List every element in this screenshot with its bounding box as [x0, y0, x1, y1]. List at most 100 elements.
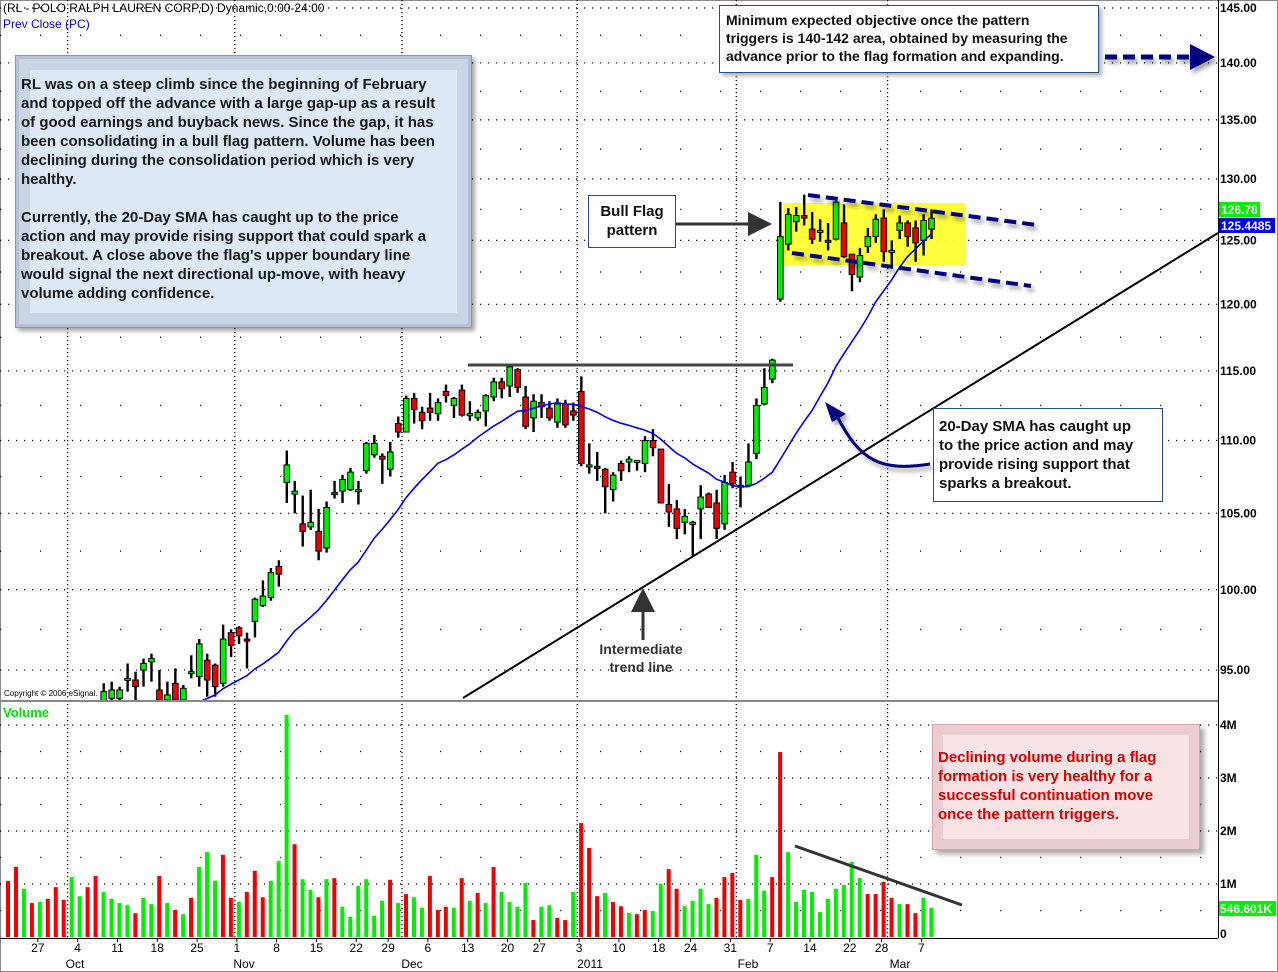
candle-body — [402, 397, 410, 433]
candle-body — [132, 679, 139, 688]
candle-body — [633, 460, 641, 464]
volume-tick-label: 3M — [1220, 771, 1237, 785]
candle-body — [928, 217, 935, 230]
candle-wick — [604, 467, 607, 514]
date-axis: 27 4 11 18 25 1 8 15 22 29 6 13 20 27 3 10 18 24 31 7 14 22 28… — [31, 938, 925, 971]
volume-bar — [220, 854, 225, 937]
volume-bar — [85, 887, 90, 937]
candle-body — [824, 239, 832, 243]
candle-body — [816, 229, 824, 233]
volume-bar — [29, 903, 34, 937]
sma-callout-arrow — [836, 417, 931, 468]
volume-bar — [244, 891, 249, 937]
date-tick-label: 18 — [652, 941, 666, 955]
candle-wick — [381, 453, 384, 484]
price-tick-label: 120.00 — [1220, 297, 1257, 311]
candle-body — [784, 213, 792, 245]
candle-body — [418, 411, 426, 422]
candle-wick — [691, 520, 694, 556]
volume-bar — [706, 904, 711, 937]
candle-wick — [293, 480, 296, 514]
candle-wick — [142, 658, 145, 687]
note-line: and topped off the advance with a large … — [21, 95, 436, 112]
volume-bar — [316, 897, 321, 937]
candle-body — [458, 389, 466, 416]
trend-line-label: Intermediate trend line — [592, 640, 690, 676]
volume-bar — [555, 917, 560, 937]
candle-body — [307, 521, 314, 528]
candle — [482, 394, 490, 427]
price-tick-label: 115.00 — [1220, 364, 1256, 378]
volume-bar — [499, 891, 504, 937]
candle-body — [195, 643, 203, 678]
candle-body — [323, 506, 330, 549]
date-tick-label: 25 — [190, 941, 204, 955]
sma-value: 125.4485 — [1221, 219, 1271, 233]
candle — [315, 508, 322, 561]
volume-bar — [666, 869, 671, 937]
candle — [219, 624, 227, 687]
note-line: action and may provide rising support th… — [21, 228, 427, 245]
volume-bar — [483, 903, 488, 937]
volume-bar — [451, 907, 456, 937]
candle — [442, 384, 450, 403]
candle-body — [641, 440, 649, 464]
candle-body — [164, 694, 171, 700]
candle-body — [227, 632, 235, 647]
date-tick-label: 31 — [724, 941, 738, 955]
volume-bars — [6, 714, 934, 937]
candle — [259, 580, 267, 608]
volume-bar — [579, 823, 584, 937]
candle — [347, 467, 354, 492]
candle-wick — [428, 392, 432, 421]
candle — [617, 460, 625, 481]
volume-bar — [125, 905, 130, 937]
commentary-note: RL was on a steep climb since the beginn… — [15, 55, 472, 328]
price-tick-label: 100.00 — [1220, 583, 1257, 597]
candle-body — [148, 658, 155, 663]
volume-bar — [268, 880, 273, 937]
candle-wick — [627, 456, 631, 473]
candle — [227, 629, 235, 657]
candle-wick — [245, 632, 249, 669]
note-line: volume adding confidence. — [21, 285, 215, 302]
date-tick-label: 1 — [233, 941, 240, 955]
price-axis: 145.00 140.00 135.00 130.00 125.00 120.00 115.… — [1220, 1, 1257, 677]
volume-bar — [292, 844, 297, 937]
note-line: been consolidating in a bull flag patter… — [21, 133, 435, 150]
volume-bar — [802, 889, 806, 937]
candle-body — [920, 219, 927, 241]
candle-body — [514, 369, 521, 388]
month-label: 2011 — [577, 957, 603, 971]
candle — [394, 416, 402, 438]
volume-bar — [770, 877, 775, 937]
volume-bar — [324, 879, 329, 937]
date-tick-label: 22 — [350, 941, 364, 955]
candle-body — [203, 659, 211, 681]
candle-body — [665, 503, 673, 513]
candle — [625, 456, 633, 473]
date-tick-label: 4 — [74, 941, 81, 955]
price-tick-label: 125.00 — [1220, 233, 1257, 247]
date-tick-label: 14 — [803, 941, 817, 955]
candle-body — [522, 396, 529, 427]
last-price-value: 126.78 — [1221, 203, 1258, 217]
candle — [792, 206, 800, 232]
candle — [458, 384, 466, 417]
candle-body — [490, 381, 498, 398]
candle-wick — [452, 397, 456, 418]
candle-body — [450, 397, 458, 406]
candle — [633, 460, 641, 471]
volume-bar — [332, 878, 337, 937]
candle — [132, 671, 139, 700]
date-tick-label: 6 — [425, 941, 432, 955]
volume-bar — [674, 888, 679, 937]
candle-body — [729, 471, 736, 485]
candle — [164, 681, 171, 700]
volume-bar — [69, 877, 74, 937]
note-line: provide rising support that — [939, 456, 1130, 473]
candle-wick — [301, 495, 304, 547]
candle — [291, 480, 299, 514]
note-line: to the price action and may — [939, 437, 1134, 454]
candle-body — [625, 458, 633, 463]
